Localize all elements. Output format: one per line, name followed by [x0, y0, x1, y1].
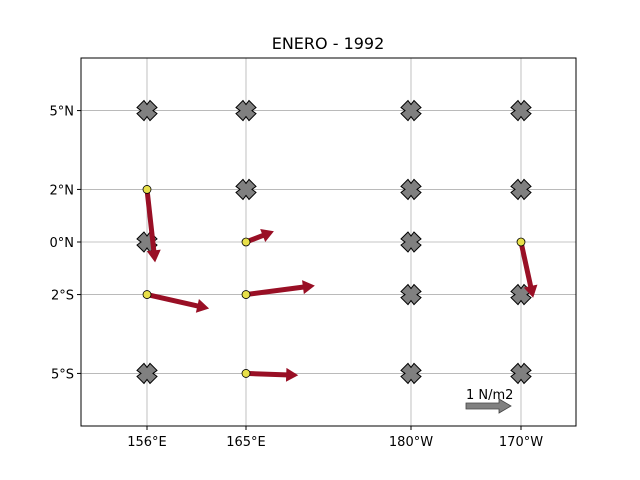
x-tick-label: 170°W: [499, 435, 543, 450]
x-tick-label: 156°E: [127, 435, 167, 450]
plot-frame: [80, 57, 577, 427]
missing-station: [400, 178, 422, 201]
x-tick-label: 165°E: [226, 435, 266, 450]
y-tick-label: 2°N: [50, 183, 75, 198]
wind-vector: [144, 189, 161, 263]
missing-station: [510, 362, 532, 385]
station: [241, 369, 251, 378]
wind-vector: [245, 367, 299, 382]
y-tick-label: 5°N: [50, 105, 75, 120]
key-label: 1 N/m2: [466, 388, 513, 403]
wind-vector: [245, 229, 274, 245]
station: [516, 237, 526, 247]
key-arrow: [465, 398, 512, 414]
wind-vector: [146, 292, 210, 313]
station: [142, 185, 152, 194]
x-tick-label: 180°W: [389, 435, 433, 450]
missing-station: [400, 362, 422, 385]
missing-station: [400, 283, 422, 306]
missing-station: [400, 99, 422, 122]
y-tick-label: 2°S: [51, 289, 74, 304]
station: [241, 290, 251, 299]
missing-station: [510, 99, 532, 122]
wind-vector: [245, 280, 315, 298]
station: [241, 237, 251, 247]
y-tick-label: 0°N: [50, 236, 75, 251]
missing-station: [235, 178, 257, 201]
y-tick-label: 5°S: [51, 367, 74, 382]
wind-vector: [518, 241, 538, 298]
missing-station: [510, 178, 532, 201]
missing-station: [235, 99, 257, 122]
station: [142, 290, 152, 299]
missing-station: [400, 231, 422, 253]
chart-title: ENERO - 1992: [272, 34, 385, 53]
missing-station: [136, 99, 158, 122]
missing-station: [136, 362, 158, 385]
